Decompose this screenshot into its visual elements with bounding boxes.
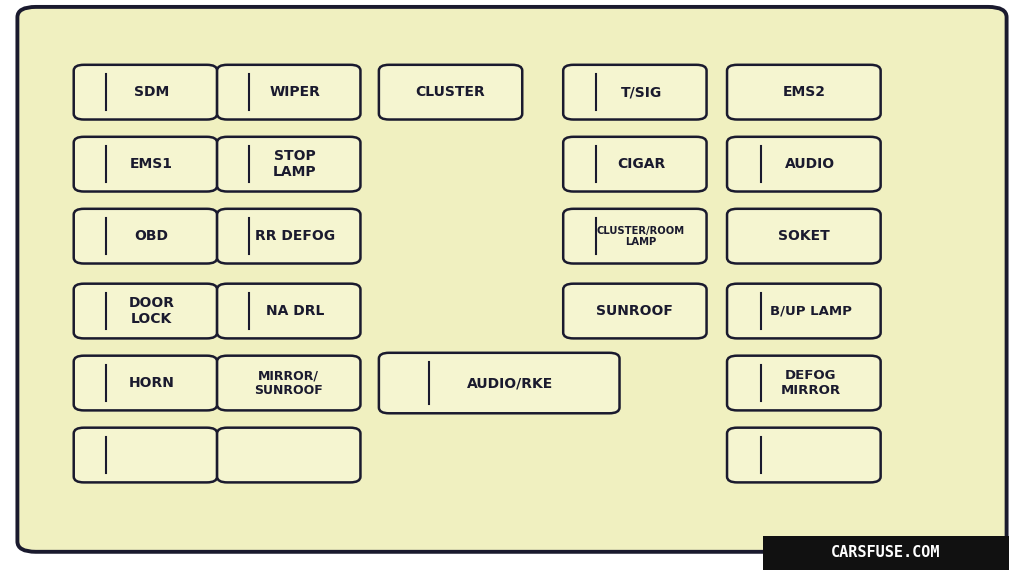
Text: HORN: HORN bbox=[129, 376, 174, 390]
FancyBboxPatch shape bbox=[74, 209, 217, 264]
FancyBboxPatch shape bbox=[74, 65, 217, 120]
Text: AUDIO: AUDIO bbox=[785, 157, 836, 171]
FancyBboxPatch shape bbox=[727, 427, 881, 483]
FancyBboxPatch shape bbox=[17, 7, 1007, 552]
Text: EMS2: EMS2 bbox=[782, 85, 825, 99]
Text: NA DRL: NA DRL bbox=[265, 304, 325, 318]
Text: OBD: OBD bbox=[134, 229, 169, 243]
FancyBboxPatch shape bbox=[74, 355, 217, 410]
Text: SOKET: SOKET bbox=[778, 229, 829, 243]
Text: CLUSTER/ROOM
LAMP: CLUSTER/ROOM LAMP bbox=[597, 226, 685, 247]
FancyBboxPatch shape bbox=[563, 209, 707, 264]
FancyBboxPatch shape bbox=[727, 65, 881, 120]
Text: T/SIG: T/SIG bbox=[621, 85, 662, 99]
FancyBboxPatch shape bbox=[74, 283, 217, 338]
FancyBboxPatch shape bbox=[727, 283, 881, 338]
Text: DOOR
LOCK: DOOR LOCK bbox=[129, 296, 174, 326]
Text: SDM: SDM bbox=[134, 85, 169, 99]
Text: MIRROR/
SUNROOF: MIRROR/ SUNROOF bbox=[254, 369, 324, 397]
Text: DEFOG
MIRROR: DEFOG MIRROR bbox=[780, 369, 841, 397]
FancyBboxPatch shape bbox=[217, 65, 360, 120]
FancyBboxPatch shape bbox=[563, 137, 707, 191]
FancyBboxPatch shape bbox=[74, 427, 217, 483]
FancyBboxPatch shape bbox=[217, 209, 360, 264]
Text: RR DEFOG: RR DEFOG bbox=[255, 229, 335, 243]
Text: CARSFUSE.COM: CARSFUSE.COM bbox=[831, 545, 940, 560]
Bar bbox=[763, 536, 1009, 570]
Text: CIGAR: CIGAR bbox=[616, 157, 666, 171]
FancyBboxPatch shape bbox=[563, 65, 707, 120]
FancyBboxPatch shape bbox=[217, 427, 360, 483]
FancyBboxPatch shape bbox=[217, 137, 360, 191]
Text: STOP
LAMP: STOP LAMP bbox=[273, 149, 316, 179]
FancyBboxPatch shape bbox=[74, 137, 217, 191]
FancyBboxPatch shape bbox=[727, 209, 881, 264]
Text: CLUSTER: CLUSTER bbox=[416, 85, 485, 99]
Text: EMS1: EMS1 bbox=[130, 157, 173, 171]
Text: B/UP LAMP: B/UP LAMP bbox=[770, 305, 851, 317]
Text: AUDIO/RKE: AUDIO/RKE bbox=[467, 376, 553, 390]
Text: SUNROOF: SUNROOF bbox=[596, 304, 674, 318]
FancyBboxPatch shape bbox=[727, 137, 881, 191]
FancyBboxPatch shape bbox=[217, 283, 360, 338]
FancyBboxPatch shape bbox=[563, 283, 707, 338]
FancyBboxPatch shape bbox=[727, 355, 881, 410]
FancyBboxPatch shape bbox=[379, 65, 522, 120]
FancyBboxPatch shape bbox=[379, 353, 620, 414]
Text: WIPER: WIPER bbox=[269, 85, 321, 99]
FancyBboxPatch shape bbox=[217, 355, 360, 410]
